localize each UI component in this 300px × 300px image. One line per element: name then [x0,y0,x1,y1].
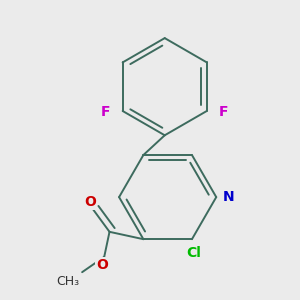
Text: O: O [96,258,108,272]
Text: O: O [84,195,96,209]
Text: CH₃: CH₃ [57,274,80,287]
Text: Cl: Cl [186,246,201,260]
Text: F: F [101,106,110,119]
Text: N: N [223,190,234,204]
Text: F: F [219,106,229,119]
